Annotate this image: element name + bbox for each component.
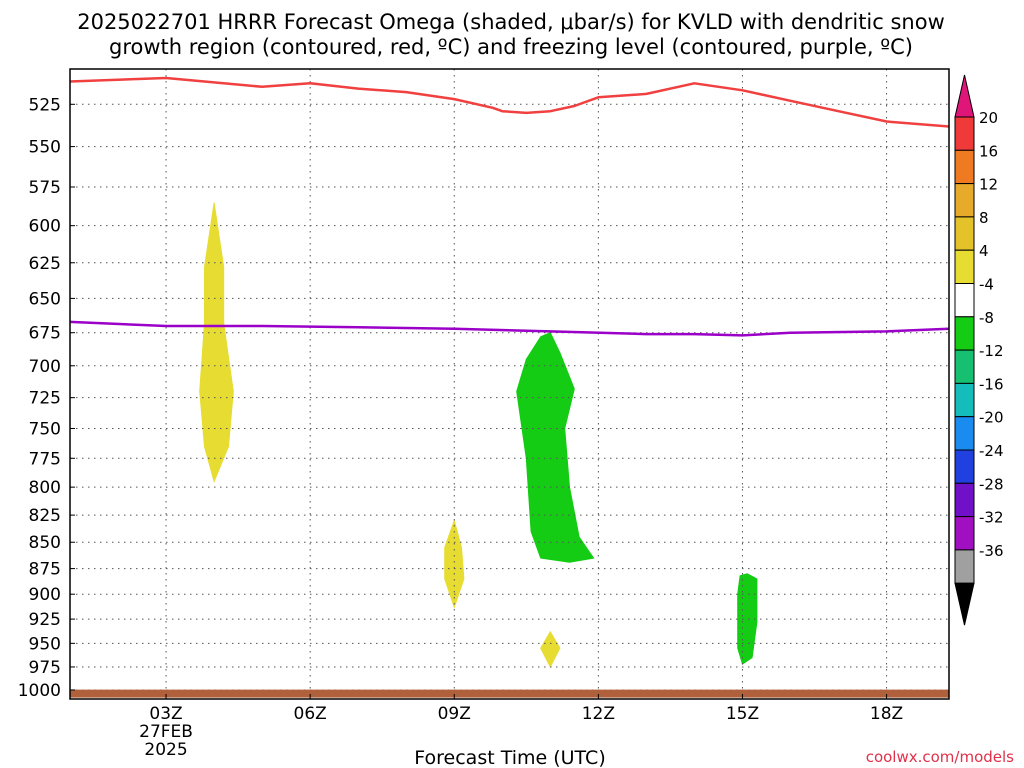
colorbar-label-4: 8 bbox=[979, 209, 989, 227]
colorbar-segment-9 bbox=[954, 382, 975, 418]
credit-text: coolwx.com/models bbox=[866, 748, 1014, 766]
y-tick-label-875: 875 bbox=[29, 560, 61, 580]
colorbar-label-5: 4 bbox=[979, 242, 989, 260]
x-tick-sublabel-27FEB: 27FEB bbox=[139, 722, 193, 742]
y-tick-label-925: 925 bbox=[29, 610, 61, 630]
y-tick-label-800: 800 bbox=[29, 478, 61, 498]
colorbar-segment-2 bbox=[954, 149, 975, 185]
x-tick-label-06Z: 06Z bbox=[294, 704, 327, 724]
chart-title-line2: growth region (contoured, red, ºC) and f… bbox=[109, 35, 913, 59]
y-tick-label-575: 575 bbox=[29, 178, 61, 198]
colorbar-segment-12 bbox=[954, 482, 975, 518]
colorbar-label-6: -4 bbox=[979, 276, 994, 294]
freezing-level-contour-purple bbox=[70, 320, 949, 337]
y-tick-label-750: 750 bbox=[29, 419, 61, 439]
colorbar-label-1: 20 bbox=[979, 109, 998, 127]
colorbar-bottom-extension bbox=[954, 582, 975, 626]
y-tick-label-700: 700 bbox=[29, 357, 61, 377]
colorbar-label-9: -16 bbox=[979, 375, 1004, 393]
y-tick-label-1000: 1000 bbox=[18, 681, 61, 701]
colorbar: 20 16 12 8 4 -4 -8 -12 -16 -20 -24 -28 -32 -36 bbox=[954, 74, 1004, 626]
colorbar-label-8: -12 bbox=[979, 342, 1004, 360]
colorbar-segment-4 bbox=[954, 216, 975, 251]
x-tick-label-15Z: 15Z bbox=[726, 704, 759, 724]
colorbar-segment-10 bbox=[954, 416, 975, 451]
y-tick-label-950: 950 bbox=[29, 634, 61, 654]
y-tick-label-625: 625 bbox=[29, 254, 61, 274]
y-tick-label-825: 825 bbox=[29, 506, 61, 526]
colorbar-segment-5 bbox=[954, 249, 975, 284]
colorbar-label-13: -32 bbox=[979, 509, 1004, 527]
y-tick-label-975: 975 bbox=[29, 658, 61, 678]
colorbar-label-14: -36 bbox=[979, 542, 1004, 560]
y-tick-label-850: 850 bbox=[29, 533, 61, 553]
colorbar-label-10: -20 bbox=[979, 409, 1004, 427]
colorbar-segment-3 bbox=[954, 183, 975, 218]
omega-region-2 bbox=[444, 518, 465, 609]
x-tick-label-12Z: 12Z bbox=[582, 704, 615, 724]
colorbar-segment-11 bbox=[954, 449, 975, 484]
colorbar-label-11: -24 bbox=[979, 442, 1004, 460]
colorbar-label-3: 12 bbox=[979, 176, 998, 194]
plot-frame bbox=[69, 68, 950, 700]
y-tick-label-775: 775 bbox=[29, 449, 61, 469]
y-tick-label-550: 550 bbox=[29, 138, 61, 158]
y-axis: 525 550 575 600 625 650 675 700 725 750 775 800 825 8… bbox=[18, 95, 75, 701]
colorbar-segment-8 bbox=[954, 349, 975, 384]
y-tick-label-675: 675 bbox=[29, 324, 61, 344]
x-tick-label-03Z: 03Z bbox=[149, 704, 182, 724]
colorbar-label-12: -28 bbox=[979, 475, 1004, 493]
y-tick-label-650: 650 bbox=[29, 289, 61, 309]
y-tick-label-725: 725 bbox=[29, 389, 61, 409]
x-tick-sublabel-2025: 2025 bbox=[144, 740, 187, 760]
colorbar-segment-14 bbox=[954, 549, 975, 584]
y-tick-label-600: 600 bbox=[29, 217, 61, 237]
y-tick-label-525: 525 bbox=[29, 95, 61, 115]
colorbar-label-7: -8 bbox=[979, 309, 994, 327]
contour-lines bbox=[70, 76, 949, 698]
x-tick-label-18Z: 18Z bbox=[870, 704, 903, 724]
colorbar-segment-6 bbox=[954, 283, 975, 318]
y-tick-label-900: 900 bbox=[29, 585, 61, 605]
colorbar-label-2: 16 bbox=[979, 142, 998, 160]
colorbar-segment-7 bbox=[954, 316, 975, 351]
colorbar-segment-13 bbox=[954, 516, 975, 551]
x-tick-label-09Z: 09Z bbox=[438, 704, 471, 724]
chart-title-line1: 2025022701 HRRR Forecast Omega (shaded, … bbox=[77, 10, 945, 34]
omega-region-4 bbox=[516, 332, 595, 563]
colorbar-segment-1 bbox=[954, 116, 975, 151]
x-axis-title: Forecast Time (UTC) bbox=[414, 747, 605, 768]
dgz-contour-red bbox=[70, 76, 949, 128]
omega-region-1 bbox=[199, 202, 234, 483]
